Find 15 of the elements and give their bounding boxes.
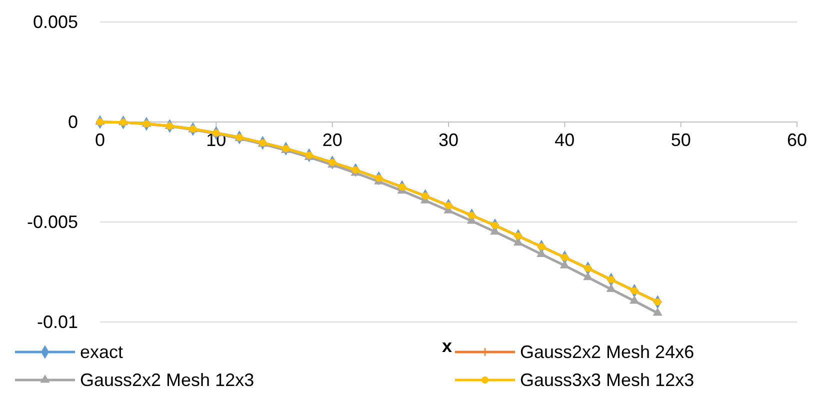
x-tick-label: 0 [94, 130, 106, 150]
legend-label: exact [80, 342, 124, 362]
legend-label: Gauss2x2 Mesh 12x3 [80, 370, 254, 390]
y-tick-label: -0.01 [36, 312, 78, 332]
x-tick-label: 40 [554, 130, 575, 150]
x-tick-label: 20 [322, 130, 342, 150]
y-tick-label: 0 [68, 112, 78, 132]
legend-label: Gauss3x3 Mesh 12x3 [520, 370, 694, 390]
y-tick-label: 0.005 [32, 12, 78, 32]
x-tick-label: 30 [438, 130, 459, 150]
x-axis-title: x [442, 336, 452, 356]
x-tick-label: 60 [786, 130, 808, 150]
y-tick-label: -0.005 [26, 212, 78, 232]
x-tick-label: 50 [670, 130, 691, 150]
legend-label: Gauss2x2 Mesh 24x6 [520, 342, 694, 362]
